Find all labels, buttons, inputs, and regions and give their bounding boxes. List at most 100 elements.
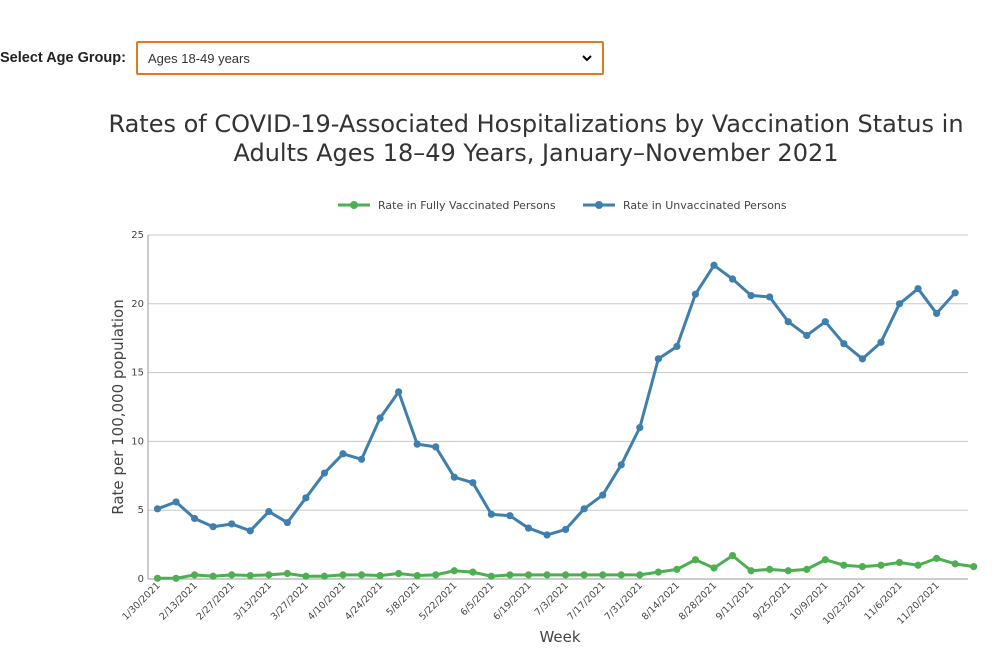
data-point-unvaccinated[interactable] (895, 300, 904, 308)
data-point-vaccinated[interactable] (821, 556, 829, 564)
data-point-unvaccinated[interactable] (228, 520, 236, 528)
data-point-unvaccinated[interactable] (413, 440, 421, 448)
data-point-unvaccinated[interactable] (580, 505, 588, 513)
data-point-unvaccinated[interactable] (951, 289, 959, 297)
data-point-vaccinated[interactable] (320, 572, 329, 580)
x-tick-label: 9/11/2021 (714, 580, 756, 622)
data-point-unvaccinated[interactable] (914, 285, 922, 293)
data-point-vaccinated[interactable] (728, 552, 737, 560)
data-point-unvaccinated[interactable] (191, 514, 199, 523)
data-point-unvaccinated[interactable] (283, 518, 291, 527)
data-point-unvaccinated[interactable] (432, 443, 440, 451)
data-point-unvaccinated[interactable] (395, 388, 403, 396)
data-point-vaccinated[interactable] (450, 567, 458, 575)
data-point-vaccinated[interactable] (710, 564, 718, 572)
data-point-unvaccinated[interactable] (617, 461, 625, 469)
data-point-unvaccinated[interactable] (654, 355, 662, 363)
data-point-vaccinated[interactable] (228, 571, 236, 579)
data-point-unvaccinated[interactable] (320, 469, 329, 477)
data-point-vaccinated[interactable] (153, 574, 162, 582)
legend-item-unvaccinated[interactable]: Rate in Unvaccinated Persons (583, 199, 787, 212)
data-point-vaccinated[interactable] (580, 571, 588, 579)
series-unvaccinated (153, 261, 959, 539)
data-point-vaccinated[interactable] (858, 563, 867, 571)
data-point-unvaccinated[interactable] (599, 491, 607, 499)
data-point-vaccinated[interactable] (784, 567, 792, 575)
data-point-vaccinated[interactable] (803, 565, 811, 573)
data-point-vaccinated[interactable] (691, 556, 700, 564)
data-point-vaccinated[interactable] (562, 571, 570, 579)
data-point-vaccinated[interactable] (895, 558, 904, 567)
data-point-vaccinated[interactable] (302, 572, 310, 580)
data-point-vaccinated[interactable] (395, 569, 403, 578)
data-point-unvaccinated[interactable] (858, 355, 867, 363)
data-point-unvaccinated[interactable] (543, 531, 551, 539)
data-point-unvaccinated[interactable] (246, 527, 254, 535)
data-point-vaccinated[interactable] (914, 561, 922, 569)
data-point-unvaccinated[interactable] (487, 510, 495, 518)
data-point-vaccinated[interactable] (951, 560, 959, 568)
data-point-vaccinated[interactable] (543, 571, 551, 579)
data-point-vaccinated[interactable] (673, 565, 681, 573)
data-point-unvaccinated[interactable] (562, 525, 570, 534)
data-point-vaccinated[interactable] (617, 571, 625, 579)
data-point-vaccinated[interactable] (432, 571, 440, 579)
data-point-vaccinated[interactable] (933, 554, 941, 562)
data-point-unvaccinated[interactable] (357, 455, 366, 463)
data-point-vaccinated[interactable] (339, 571, 347, 579)
data-point-vaccinated[interactable] (970, 563, 978, 571)
data-point-vaccinated[interactable] (209, 572, 217, 580)
data-point-unvaccinated[interactable] (153, 505, 162, 513)
data-point-unvaccinated[interactable] (821, 318, 829, 326)
data-point-vaccinated[interactable] (413, 571, 421, 580)
data-point-unvaccinated[interactable] (728, 275, 737, 283)
data-point-unvaccinated[interactable] (506, 512, 514, 520)
data-point-unvaccinated[interactable] (636, 424, 644, 432)
data-point-vaccinated[interactable] (840, 561, 848, 569)
data-point-vaccinated[interactable] (877, 561, 885, 569)
age-group-label: Select Age Group: (0, 50, 126, 66)
data-point-vaccinated[interactable] (524, 571, 533, 579)
data-point-unvaccinated[interactable] (302, 494, 310, 502)
series-vaccinated (153, 552, 978, 582)
legend-item-vaccinated[interactable]: Rate in Fully Vaccinated Persons (338, 199, 556, 212)
data-point-unvaccinated[interactable] (469, 479, 477, 487)
data-point-unvaccinated[interactable] (877, 338, 885, 346)
data-point-unvaccinated[interactable] (840, 340, 848, 348)
data-point-vaccinated[interactable] (283, 569, 291, 578)
data-point-unvaccinated[interactable] (376, 414, 384, 422)
age-group-select[interactable]: Ages 18-49 years (135, 41, 604, 75)
x-tick-label: 6/5/2021 (459, 580, 497, 618)
data-point-unvaccinated[interactable] (209, 523, 217, 531)
data-point-unvaccinated[interactable] (784, 318, 792, 326)
data-point-vaccinated[interactable] (376, 571, 384, 580)
data-point-unvaccinated[interactable] (339, 450, 347, 458)
data-point-vaccinated[interactable] (766, 565, 774, 573)
data-point-vaccinated[interactable] (191, 571, 199, 579)
data-point-vaccinated[interactable] (599, 571, 607, 579)
data-point-unvaccinated[interactable] (524, 524, 533, 532)
data-point-vaccinated[interactable] (469, 568, 477, 576)
data-point-unvaccinated[interactable] (710, 261, 718, 269)
data-point-vaccinated[interactable] (747, 567, 755, 575)
data-point-unvaccinated[interactable] (766, 293, 774, 301)
data-point-vaccinated[interactable] (654, 568, 662, 576)
data-point-unvaccinated[interactable] (691, 290, 700, 298)
x-axis-title: Week (539, 628, 580, 646)
data-point-vaccinated[interactable] (246, 571, 254, 580)
data-point-vaccinated[interactable] (172, 574, 180, 582)
data-point-unvaccinated[interactable] (803, 331, 811, 340)
data-point-unvaccinated[interactable] (172, 498, 180, 506)
data-point-unvaccinated[interactable] (265, 507, 273, 516)
data-point-vaccinated[interactable] (357, 571, 366, 579)
data-point-vaccinated[interactable] (506, 571, 514, 579)
data-point-unvaccinated[interactable] (450, 473, 458, 481)
data-point-vaccinated[interactable] (636, 571, 644, 579)
data-point-vaccinated[interactable] (487, 572, 495, 580)
data-point-unvaccinated[interactable] (933, 309, 941, 318)
data-point-vaccinated[interactable] (265, 571, 273, 579)
x-tick-label: 4/10/2021 (306, 580, 348, 622)
data-point-unvaccinated[interactable] (747, 291, 755, 300)
x-axis-ticks: 1/30/20212/13/20212/27/20213/13/20213/27… (120, 580, 941, 627)
data-point-unvaccinated[interactable] (673, 342, 681, 351)
